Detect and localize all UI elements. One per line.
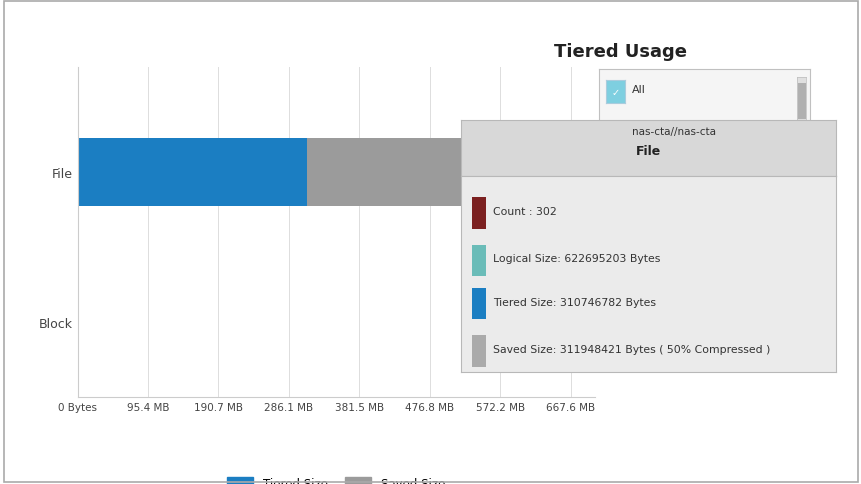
- Bar: [472, 288, 485, 319]
- Text: Logical Size: 622695203 Bytes: Logical Size: 622695203 Bytes: [492, 254, 660, 264]
- Text: nas-cta//nas-cta: nas-cta//nas-cta: [631, 127, 715, 136]
- Text: ✓: ✓: [610, 88, 619, 97]
- Legend: Tiered Size, Saved Size: Tiered Size, Saved Size: [227, 477, 444, 484]
- Bar: [307, 139, 537, 206]
- Text: Saved Size: 311948421 Bytes ( 50% Compressed ): Saved Size: 311948421 Bytes ( 50% Compre…: [492, 344, 770, 354]
- Text: All: All: [631, 85, 645, 94]
- Bar: [77, 139, 307, 206]
- Bar: [472, 245, 485, 276]
- Title: Tiered Usage: Tiered Usage: [554, 43, 686, 60]
- Bar: [472, 198, 485, 229]
- Bar: [797, 84, 805, 120]
- Bar: [472, 335, 485, 367]
- Text: File: File: [635, 145, 660, 158]
- Text: Count : 302: Count : 302: [492, 207, 556, 217]
- Text: Tiered Size: 310746782 Bytes: Tiered Size: 310746782 Bytes: [492, 297, 655, 307]
